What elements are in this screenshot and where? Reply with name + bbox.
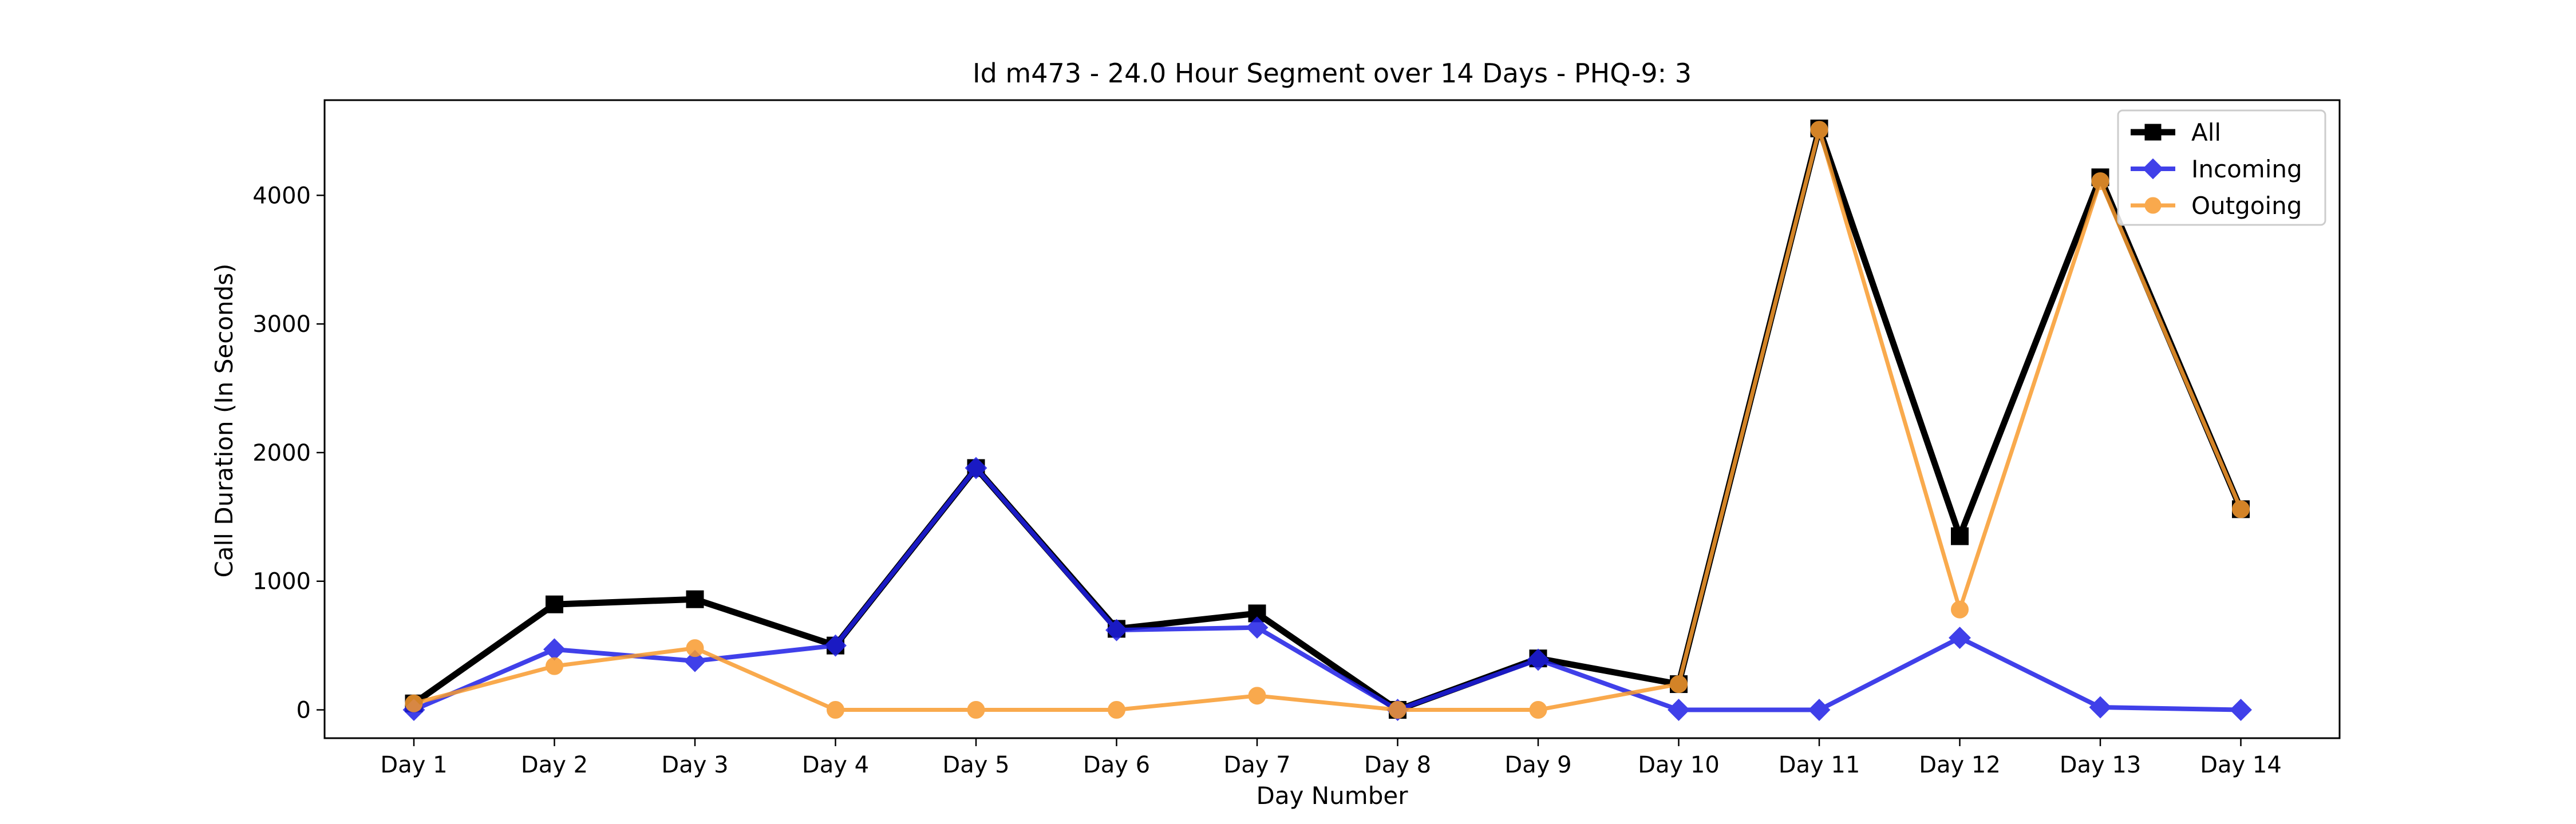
legend-label-incoming: Incoming xyxy=(2191,155,2302,183)
data-point-incoming xyxy=(1668,699,1690,722)
y-tick-label: 0 xyxy=(297,698,311,724)
legend-item-all xyxy=(2131,124,2175,141)
x-tick-label: Day 7 xyxy=(1223,752,1290,778)
data-point-outgoing xyxy=(827,701,844,719)
legend-marker-incoming xyxy=(2142,158,2164,180)
x-tick-label: Day 6 xyxy=(1083,752,1150,778)
data-point-incoming xyxy=(1527,648,1550,671)
legend-marker-all xyxy=(2144,124,2162,141)
x-tick-label: Day 2 xyxy=(521,752,588,778)
data-point-outgoing xyxy=(1670,675,1688,694)
data-point-outgoing xyxy=(686,639,704,657)
data-point-incoming xyxy=(965,457,987,480)
series-outgoing xyxy=(405,121,2250,719)
data-point-outgoing xyxy=(546,657,563,675)
data-point-all xyxy=(686,590,704,608)
data-point-outgoing xyxy=(1951,600,1969,619)
series-line-all xyxy=(412,125,2244,714)
plot-frame xyxy=(323,99,2341,739)
y-tick-label: 4000 xyxy=(252,183,311,209)
chart-title: Id m473 - 24.0 Hour Segment over 14 Days… xyxy=(973,58,1692,89)
data-point-incoming xyxy=(2230,699,2252,722)
data-point-outgoing xyxy=(1389,701,1406,719)
data-point-incoming xyxy=(1808,699,1831,722)
data-point-incoming xyxy=(1105,619,1128,641)
data-point-outgoing xyxy=(1529,701,1547,719)
y-tick-label: 1000 xyxy=(252,569,311,595)
data-point-incoming xyxy=(683,649,706,672)
x-tick-label: Day 13 xyxy=(2060,752,2142,778)
y-tick-label: 2000 xyxy=(252,440,311,466)
y-axis-label: Call Duration (In Seconds) xyxy=(210,263,238,577)
x-tick-label: Day 4 xyxy=(802,752,869,778)
data-point-outgoing xyxy=(1248,687,1266,705)
data-point-outgoing xyxy=(2091,172,2109,191)
legend-label-all: All xyxy=(2191,118,2221,146)
data-point-outgoing xyxy=(1108,701,1125,719)
x-tick-label: Day 1 xyxy=(380,752,447,778)
x-tick-label: Day 11 xyxy=(1779,752,1860,778)
legend-box xyxy=(2117,109,2326,226)
x-tick-label: Day 8 xyxy=(1364,752,1431,778)
data-point-all xyxy=(546,595,563,613)
x-tick-label: Day 12 xyxy=(1919,752,2001,778)
legend-marker-outgoing xyxy=(2144,197,2162,214)
x-tick-label: Day 14 xyxy=(2200,752,2282,778)
data-point-all xyxy=(1951,527,1969,545)
legend-label-outgoing: Outgoing xyxy=(2191,192,2302,220)
data-point-incoming xyxy=(1246,616,1269,639)
data-point-incoming xyxy=(1949,627,1971,649)
data-point-outgoing xyxy=(967,701,985,719)
legend-item-incoming xyxy=(2131,158,2175,180)
data-point-outgoing xyxy=(405,694,423,712)
x-tick-label: Day 10 xyxy=(1638,752,1720,778)
x-tick-label: Day 5 xyxy=(942,752,1009,778)
data-point-outgoing xyxy=(1810,121,1828,139)
series-line-outgoing xyxy=(413,128,2243,712)
x-axis-label: Day Number xyxy=(1256,782,1408,810)
data-point-outgoing xyxy=(2232,500,2250,518)
data-point-incoming xyxy=(824,634,847,657)
y-tick-label: 3000 xyxy=(252,311,311,338)
x-tick-label: Day 3 xyxy=(661,752,728,778)
plot-area: Day 1 Day 2 Day 3 Day 4 Day 5 Day 6 Day 7 Day 8… xyxy=(252,99,2341,778)
legend-item-outgoing xyxy=(2131,197,2175,214)
x-tick-label: Day 9 xyxy=(1504,752,1571,778)
data-point-incoming xyxy=(2089,696,2112,719)
